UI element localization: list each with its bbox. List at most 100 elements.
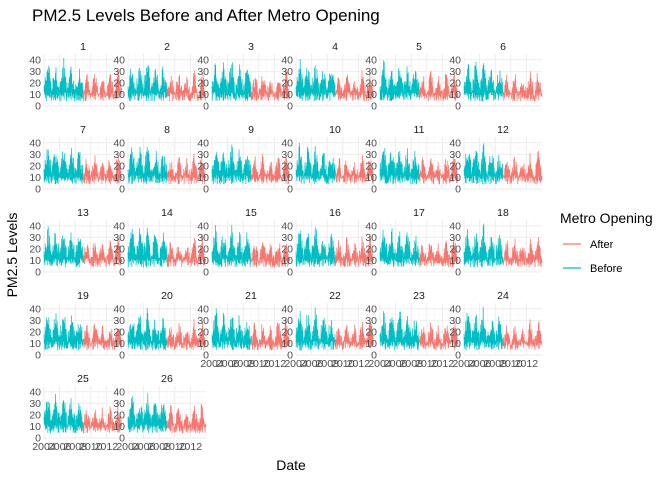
y-tick-label: 40 [29, 54, 41, 66]
y-tick-label: 0 [119, 101, 125, 113]
x-tick-label: 2004 [32, 441, 56, 453]
y-tick-label: 10 [449, 255, 461, 267]
series-line-after [82, 70, 123, 102]
y-tick-label: 30 [113, 232, 125, 244]
series-line-after [166, 70, 207, 102]
facet-strip-label: 9 [248, 124, 254, 136]
y-tick-label: 30 [29, 232, 41, 244]
x-tick-label: 2010 [163, 441, 187, 453]
y-tick-label: 30 [281, 149, 293, 161]
y-tick-label: 0 [287, 184, 293, 196]
y-tick-label: 20 [365, 243, 377, 255]
series-line-before [463, 306, 504, 351]
y-tick-label: 10 [449, 172, 461, 184]
y-tick-label: 20 [29, 160, 41, 172]
y-tick-label: 30 [29, 398, 41, 410]
x-tick-label: 2006 [384, 358, 408, 370]
y-tick-label: 30 [449, 232, 461, 244]
y-tick-label: 30 [29, 315, 41, 327]
y-tick-label: 20 [197, 160, 209, 172]
y-tick-label: 10 [365, 255, 377, 267]
y-tick-label: 10 [197, 338, 209, 350]
series-line-before [127, 393, 168, 434]
y-tick-label: 10 [449, 89, 461, 101]
y-tick-label: 20 [29, 243, 41, 255]
y-tick-label: 0 [203, 350, 209, 362]
x-tick-label: 2012 [263, 358, 287, 370]
y-tick-label: 0 [287, 101, 293, 113]
y-tick-label: 0 [35, 101, 41, 113]
x-tick-label: 2012 [431, 358, 455, 370]
series-line-after [418, 156, 459, 185]
facet-strip-label: 2 [164, 41, 170, 53]
y-tick-label: 30 [197, 315, 209, 327]
y-tick-label: 40 [29, 220, 41, 232]
series-line-after [82, 323, 123, 351]
x-tick-label: 2008 [484, 358, 508, 370]
facet-strip-label: 7 [80, 124, 86, 136]
y-tick-label: 30 [197, 232, 209, 244]
y-tick-label: 10 [281, 89, 293, 101]
y-tick-label: 30 [449, 315, 461, 327]
y-tick-label: 20 [281, 77, 293, 89]
y-tick-label: 10 [29, 89, 41, 101]
x-tick-label: 2008 [316, 358, 340, 370]
facet-strip-label: 26 [161, 373, 173, 385]
y-tick-label: 40 [281, 220, 293, 232]
y-tick-label: 40 [113, 303, 125, 315]
y-tick-label: 30 [365, 66, 377, 78]
y-tick-label: 0 [371, 267, 377, 279]
series-line-before [43, 147, 84, 185]
y-tick-label: 0 [371, 101, 377, 113]
y-tick-label: 40 [449, 220, 461, 232]
y-tick-label: 0 [203, 267, 209, 279]
series-line-before [379, 311, 420, 351]
x-tick-label: 2004 [200, 358, 224, 370]
series-line-after [502, 150, 543, 185]
y-tick-label: 20 [281, 326, 293, 338]
series-line-before [43, 313, 84, 351]
x-tick-label: 2010 [331, 358, 355, 370]
facet-panels: 1010203040201020304030102030404010203040… [29, 41, 543, 453]
x-tick-label: 2008 [400, 358, 424, 370]
facet-strip-label: 24 [497, 290, 509, 302]
y-tick-label: 10 [281, 172, 293, 184]
x-tick-label: 2006 [468, 358, 492, 370]
y-tick-label: 30 [197, 66, 209, 78]
facet-strip-label: 20 [161, 290, 173, 302]
series-line-after [250, 319, 291, 351]
x-tick-label: 2012 [179, 441, 203, 453]
legend: Metro Opening After Before [560, 210, 653, 275]
y-tick-label: 40 [29, 303, 41, 315]
y-tick-label: 0 [35, 350, 41, 362]
y-tick-label: 0 [371, 350, 377, 362]
y-tick-label: 40 [449, 54, 461, 66]
y-tick-label: 0 [287, 267, 293, 279]
y-tick-label: 0 [371, 184, 377, 196]
series-line-before [295, 58, 336, 102]
facet-strip-label: 23 [413, 290, 425, 302]
facet-strip-label: 3 [248, 41, 254, 53]
y-tick-label: 40 [365, 303, 377, 315]
y-axis-title: PM2.5 Levels [4, 213, 20, 298]
series-line-before [43, 393, 84, 434]
y-tick-label: 30 [365, 149, 377, 161]
series-line-before [463, 61, 504, 102]
legend-label-after: After [590, 239, 614, 251]
series-line-after [334, 235, 375, 268]
facet-strip-label: 12 [497, 124, 509, 136]
y-tick-label: 30 [113, 315, 125, 327]
series-line-after [334, 70, 375, 102]
y-tick-label: 0 [203, 101, 209, 113]
series-line-after [418, 70, 459, 102]
